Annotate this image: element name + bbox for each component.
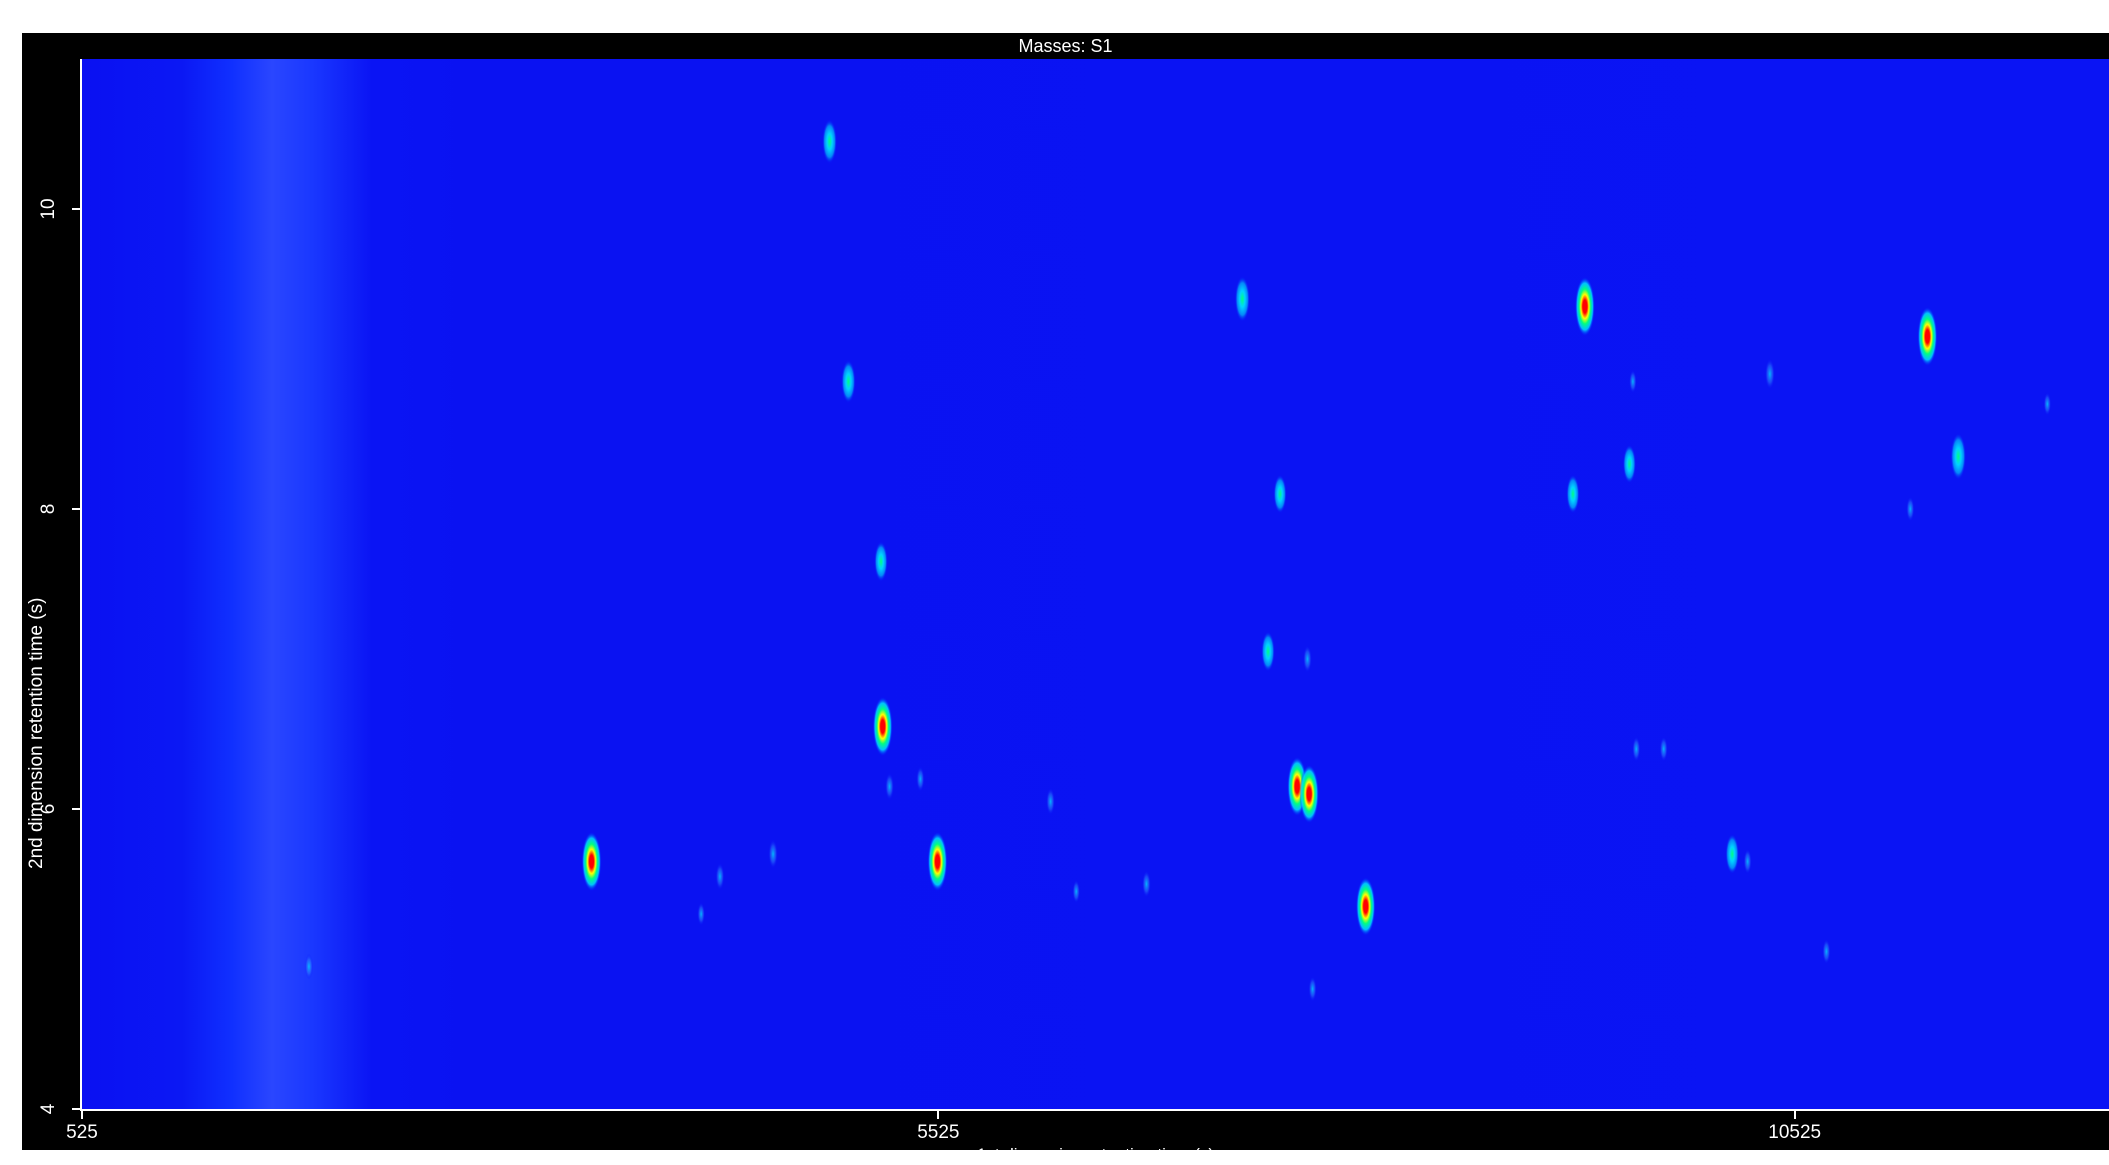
x-tick (81, 1111, 83, 1119)
chart-frame: Masses: S1 525 5525 10525 4 6 8 10 2nd dimensi… (22, 33, 2109, 1164)
heatmap-peak (1622, 444, 1637, 484)
heatmap-peak (927, 831, 948, 892)
chart-title: Masses: S1 (1018, 36, 1113, 56)
x-axis-label: 1st dimension retention time (s) (976, 1145, 1215, 1164)
heatmap-peak (1764, 358, 1775, 390)
heatmap-peak (1046, 787, 1056, 816)
y-tick (72, 1108, 80, 1110)
heatmap-peak (874, 541, 888, 582)
heatmap-peak (822, 119, 838, 164)
heatmap-plot-area (82, 59, 2109, 1109)
heatmap-peaks-layer (304, 119, 2052, 1002)
heatmap-peak (581, 831, 602, 892)
heatmap-peak (2043, 392, 2052, 416)
x-tick-label: 525 (66, 1122, 98, 1143)
heatmap-peak (1308, 976, 1317, 1002)
heatmap-peak (885, 772, 895, 801)
x-tick (937, 1111, 940, 1119)
heatmap-peak (1273, 474, 1287, 514)
heatmap-peak (697, 902, 706, 926)
heatmap-peak (1917, 306, 1938, 367)
y-tick-label: 8 (38, 503, 59, 515)
heatmap-peak (715, 862, 725, 891)
y-tick-label: 4 (38, 1103, 59, 1115)
heatmap-peak (872, 696, 893, 757)
x-tick-label: 10525 (1768, 1122, 1822, 1143)
y-tick (72, 808, 80, 810)
heatmap-peak (1659, 736, 1668, 762)
y-axis-line (80, 59, 82, 1111)
heatmap-peak (1141, 870, 1151, 898)
heatmap-peak (1632, 736, 1641, 762)
heatmap-background (82, 59, 2109, 1109)
heatmap-peak (1574, 276, 1595, 337)
heatmap-peak (768, 839, 778, 869)
y-axis-label: 2nd dimension retention time (s) (26, 597, 47, 869)
heatmap-peak (1299, 764, 1320, 824)
heatmap-peak (1743, 848, 1752, 875)
heatmap-peak (1906, 496, 1915, 522)
heatmap-peak (1822, 938, 1831, 965)
y-tick (72, 208, 80, 210)
heatmap-peak (916, 766, 925, 792)
heatmap-peak (1566, 474, 1580, 514)
heatmap-peak (1234, 275, 1250, 323)
x-axis-line (82, 1109, 2109, 1111)
heatmap-peak (1628, 369, 1637, 394)
heatmap-peak (1072, 879, 1081, 904)
y-tick-label: 10 (38, 198, 59, 220)
heatmap-peak (1950, 432, 1967, 481)
x-tick (1793, 1111, 1796, 1119)
heatmap-peak (1261, 631, 1275, 672)
heatmap-peak (1355, 876, 1376, 937)
heatmap-peak (841, 359, 856, 404)
x-tick-label: 5525 (917, 1122, 960, 1143)
heatmap-peak (1302, 645, 1312, 673)
heatmap-peak (304, 953, 314, 980)
heatmap-peak (1725, 833, 1740, 875)
y-tick (72, 508, 80, 510)
